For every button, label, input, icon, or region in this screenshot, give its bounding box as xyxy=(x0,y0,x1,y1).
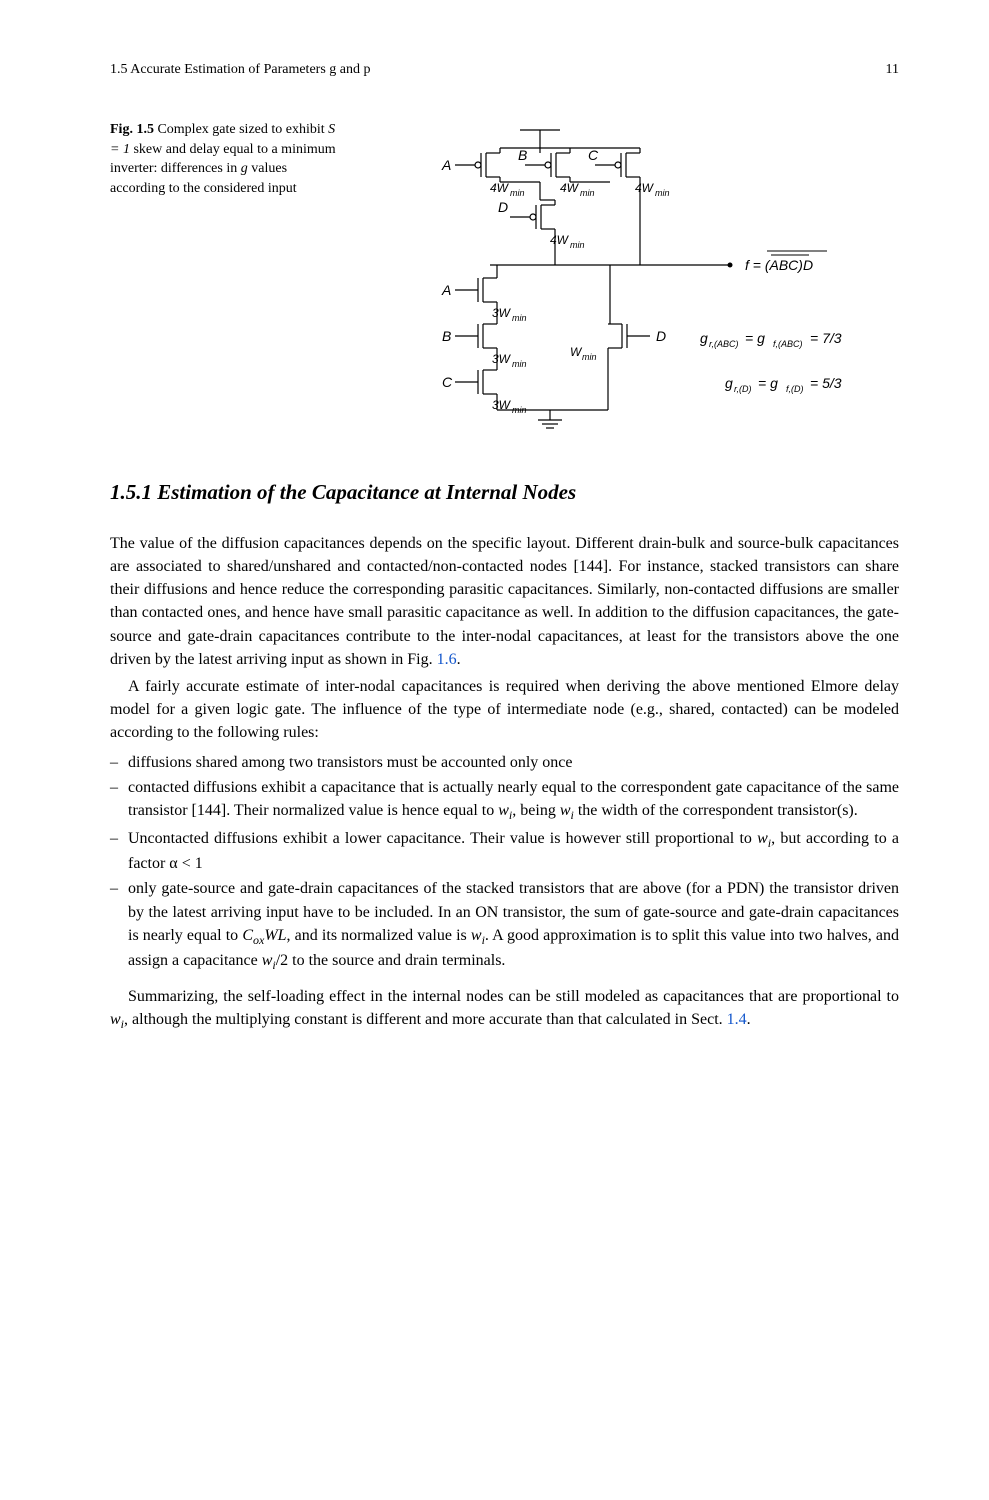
g-d-equation: g r,(D) = g f,(D) = 5/3 xyxy=(725,375,842,394)
svg-text:= g: = g xyxy=(745,330,765,346)
svg-text:D: D xyxy=(656,328,666,344)
rule-4-wi: w xyxy=(471,927,482,944)
figure-1-5: Fig. 1.5 Complex gate sized to exhibit S… xyxy=(110,120,899,437)
svg-text:B: B xyxy=(518,147,527,163)
rule-2-wi2: w xyxy=(560,802,571,819)
svg-text:A: A xyxy=(441,157,451,173)
rule-3: Uncontacted diffusions exhibit a lower c… xyxy=(110,827,899,876)
sect-1-4-link[interactable]: 1.4 xyxy=(727,1011,747,1028)
svg-text:f = (ABC)D: f = (ABC)D xyxy=(745,257,813,273)
rule-2-wi1: w xyxy=(498,802,509,819)
rule-4-b: , and its normalized value is xyxy=(287,927,471,944)
rule-1-text: diffusions shared among two transistors … xyxy=(128,754,573,771)
caption-g: g xyxy=(241,161,248,176)
svg-text:A: A xyxy=(441,282,451,298)
para2-text: A fairly accurate estimate of inter-noda… xyxy=(110,678,899,741)
rule-2-c: the width of the correspondent transisto… xyxy=(574,802,858,819)
fig-1-6-link[interactable]: 1.6 xyxy=(437,651,457,668)
svg-text:3W: 3W xyxy=(492,352,512,366)
svg-text:4W: 4W xyxy=(490,181,510,195)
svg-text:4W: 4W xyxy=(560,181,580,195)
para3-a: Summarizing, the self-loading effect in … xyxy=(128,988,899,1005)
caption-text-2: skew and delay equal to a minimum invert… xyxy=(110,142,336,177)
svg-text:min: min xyxy=(655,188,670,198)
para1-text: The value of the diffusion capacitances … xyxy=(110,535,899,668)
svg-text:f,(ABC): f,(ABC) xyxy=(773,339,803,349)
rule-3-wi: w xyxy=(757,830,768,847)
svg-text:g: g xyxy=(725,375,733,391)
paragraph-2: A fairly accurate estimate of inter-noda… xyxy=(110,675,899,745)
svg-text:r,(ABC): r,(ABC) xyxy=(709,339,739,349)
rule-1: diffusions shared among two transistors … xyxy=(110,751,899,774)
svg-text:D: D xyxy=(498,199,508,215)
running-head-text: 1.5 Accurate Estimation of Parameters g … xyxy=(110,60,370,80)
svg-text:= g: = g xyxy=(758,375,778,391)
svg-text:min: min xyxy=(512,359,527,369)
paragraph-3: Summarizing, the self-loading effect in … xyxy=(110,985,899,1034)
svg-text:3W: 3W xyxy=(492,306,512,320)
g-abc-equation: g r,(ABC) = g f,(ABC) = 7/3 xyxy=(700,330,842,349)
section-title: 1.5.1 Estimation of the Capacitance at I… xyxy=(110,477,899,507)
svg-text:min: min xyxy=(512,313,527,323)
svg-text:min: min xyxy=(580,188,595,198)
rule-4-ox: ox xyxy=(253,933,264,947)
svg-text:B: B xyxy=(442,328,451,344)
running-header: 1.5 Accurate Estimation of Parameters g … xyxy=(110,60,899,80)
svg-text:C: C xyxy=(442,374,453,390)
nmos-d: D W min xyxy=(570,265,666,362)
svg-text:min: min xyxy=(510,188,525,198)
rule-4-wi2: w xyxy=(262,952,273,969)
rule-4-wl: WL xyxy=(264,927,286,944)
svg-text:4W: 4W xyxy=(550,233,570,247)
pmos-d: D 4W min xyxy=(498,199,585,250)
page-number: 11 xyxy=(886,60,899,80)
svg-text:C: C xyxy=(588,147,599,163)
rule-2: contacted diffusions exhibit a capacitan… xyxy=(110,776,899,825)
figure-caption: Fig. 1.5 Complex gate sized to exhibit S… xyxy=(110,120,340,198)
para3-wi: w xyxy=(110,1011,121,1028)
rule-3-a: Uncontacted diffusions exhibit a lower c… xyxy=(128,830,757,847)
paragraph-1: The value of the diffusion capacitances … xyxy=(110,532,899,671)
svg-text:min: min xyxy=(570,240,585,250)
figure-label: Fig. 1.5 xyxy=(110,122,154,137)
nmos-a: A 3W min xyxy=(441,265,527,323)
output-label: f = (ABC)D xyxy=(745,251,827,273)
rule-2-b: , being xyxy=(512,802,560,819)
svg-text:g: g xyxy=(700,330,708,346)
svg-text:= 7/3: = 7/3 xyxy=(810,330,842,346)
figure-svg: A 4W min B 4W min xyxy=(360,120,899,437)
svg-text:r,(D): r,(D) xyxy=(734,384,752,394)
svg-text:4W: 4W xyxy=(635,181,655,195)
svg-text:f,(D): f,(D) xyxy=(786,384,804,394)
caption-text-1: Complex gate sized to exhibit xyxy=(154,122,328,137)
svg-text:= 5/3: = 5/3 xyxy=(810,375,842,391)
para3-b: , although the multiplying constant is d… xyxy=(124,1011,727,1028)
rules-list: diffusions shared among two transistors … xyxy=(110,751,899,975)
circuit-diagram: A 4W min B 4W min xyxy=(360,120,890,430)
rule-4: only gate-source and gate-drain capacita… xyxy=(110,877,899,975)
para1-after: . xyxy=(457,651,461,668)
para3-after: . xyxy=(747,1011,751,1028)
rule-4-d: /2 to the source and drain terminals. xyxy=(276,952,506,969)
svg-text:min: min xyxy=(582,352,597,362)
rule-4-cox: C xyxy=(242,927,253,944)
